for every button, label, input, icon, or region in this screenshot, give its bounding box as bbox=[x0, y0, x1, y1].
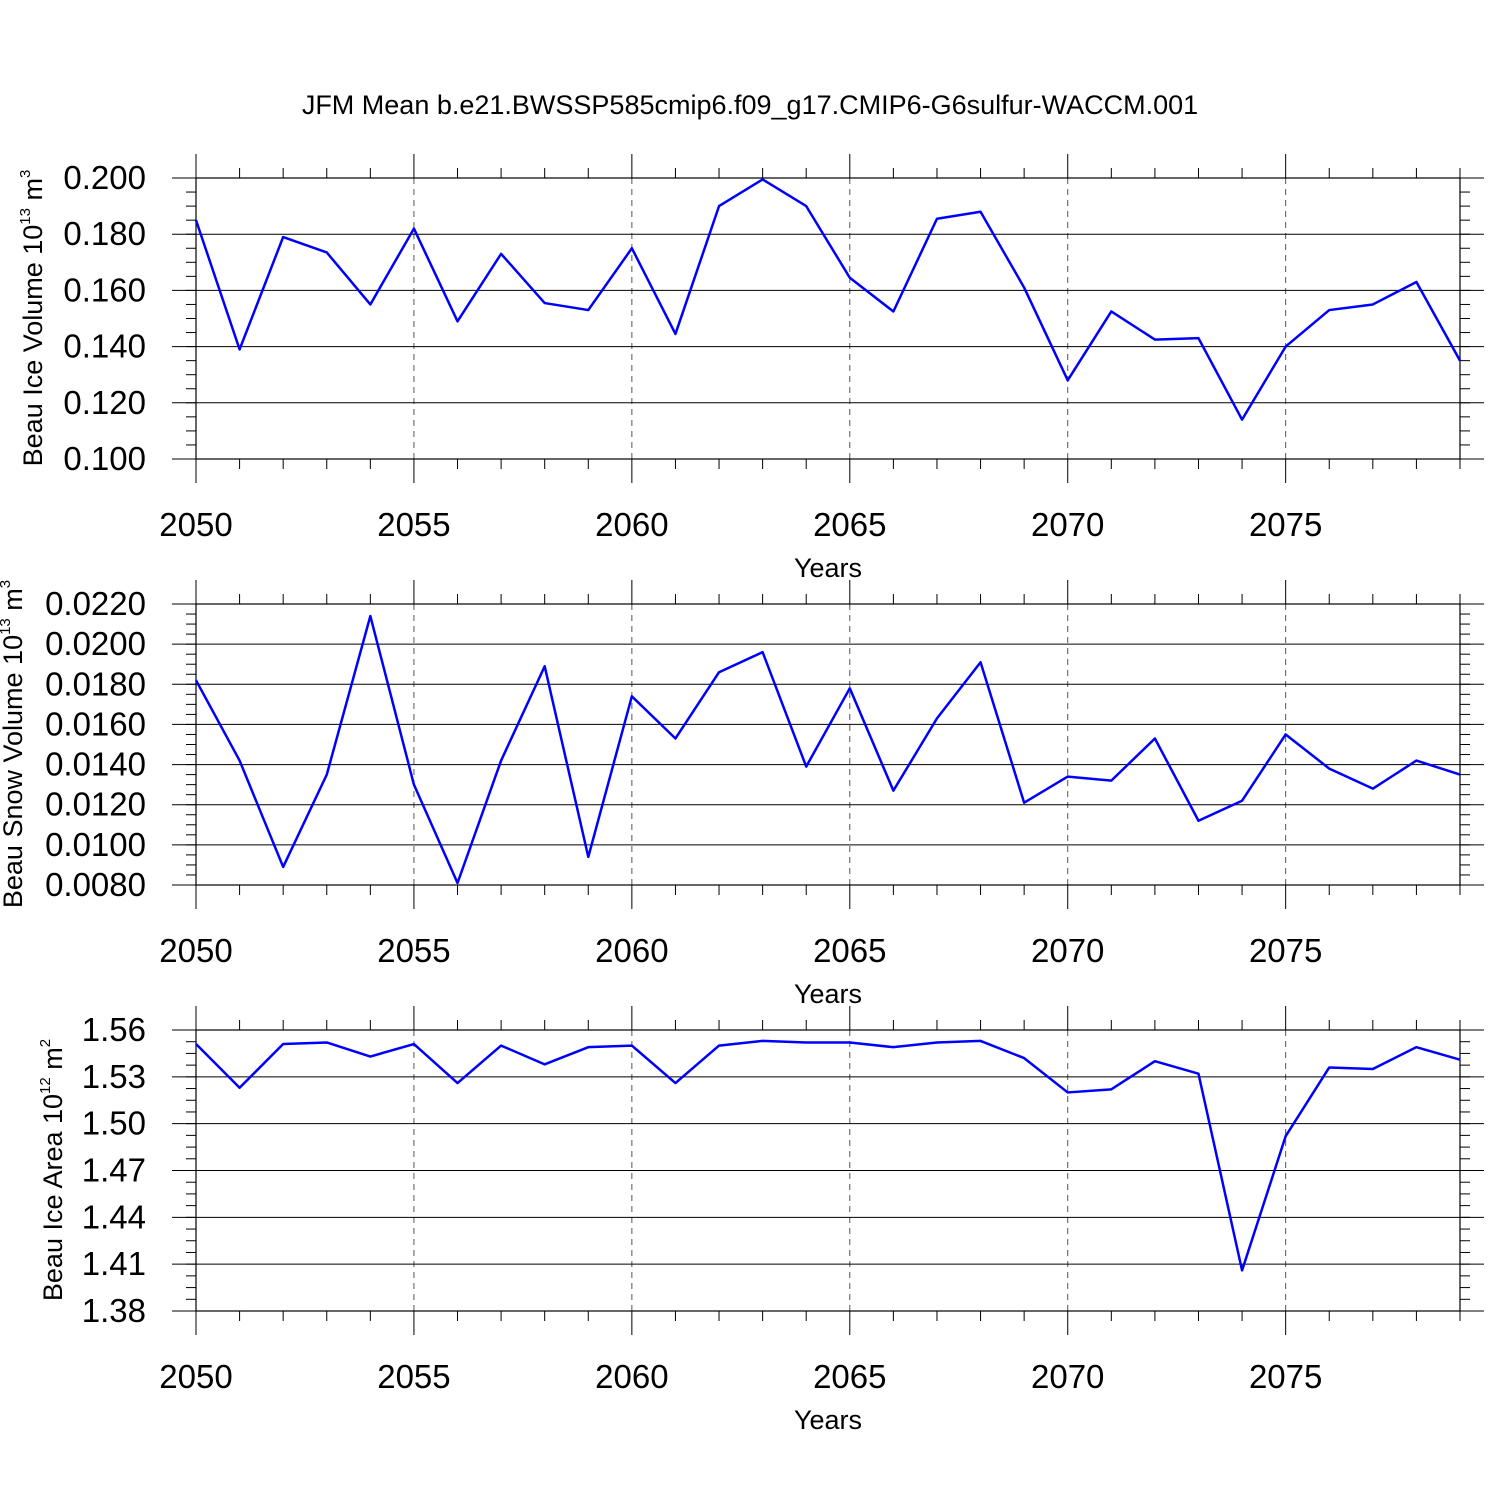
y-tick-label: 1.38 bbox=[82, 1292, 146, 1329]
y-tick-label: 0.160 bbox=[63, 271, 146, 308]
x-tick-label: 2075 bbox=[1249, 932, 1322, 969]
y-tick-label: 0.0100 bbox=[45, 826, 146, 863]
x-tick-label: 2050 bbox=[159, 932, 232, 969]
y-axis-label-part: m bbox=[0, 588, 28, 618]
series-line bbox=[194, 178, 1462, 421]
y-axis-label: Beau Snow Volume 1013 m3 bbox=[0, 580, 28, 908]
x-tick-label: 2050 bbox=[159, 1358, 232, 1395]
plot-frame bbox=[195, 1029, 1461, 1312]
y-tick-label: 1.44 bbox=[82, 1198, 146, 1235]
x-tick-label: 2075 bbox=[1249, 1358, 1322, 1395]
y-axis-label-superscript: 3 bbox=[0, 580, 14, 588]
y-axis-label-superscript: 3 bbox=[17, 170, 34, 178]
x-tick-label: 2070 bbox=[1031, 932, 1104, 969]
y-tick-label: 1.41 bbox=[82, 1245, 146, 1282]
y-tick-label: 1.47 bbox=[82, 1152, 146, 1189]
x-tick-label: 2060 bbox=[595, 506, 668, 543]
x-tick-label: 2055 bbox=[377, 506, 450, 543]
y-tick-label: 0.0180 bbox=[45, 665, 146, 702]
y-axis-label: Beau Ice Area 1012 m2 bbox=[37, 1039, 68, 1301]
panel-1: 0.100 0.120 0.140 0.160 0.180 0.200 2050 2055 20… bbox=[17, 154, 1484, 583]
x-tick-label: 2060 bbox=[595, 1358, 668, 1395]
y-axis-label: Beau Ice Volume 1013 m3 bbox=[17, 170, 48, 467]
x-tick-label: 2075 bbox=[1249, 506, 1322, 543]
y-tick-label: 0.140 bbox=[63, 328, 146, 365]
x-tick-label: 2070 bbox=[1031, 506, 1104, 543]
y-tick-label: 0.0120 bbox=[45, 786, 146, 823]
panel-3: 1.38 1.41 1.44 1.47 1.50 1.53 1.56 2050 2055 2060… bbox=[37, 1006, 1484, 1435]
y-axis-label-superscript: 12 bbox=[37, 1077, 54, 1094]
y-axis-label-superscript: 13 bbox=[17, 208, 34, 225]
x-tick-label: 2065 bbox=[813, 932, 886, 969]
y-axis-label-superscript: 2 bbox=[37, 1039, 54, 1047]
x-tick-label: 2065 bbox=[813, 1358, 886, 1395]
y-tick-label: 0.0160 bbox=[45, 705, 146, 742]
x-axis-label: Years bbox=[794, 1405, 862, 1435]
y-tick-label: 1.50 bbox=[82, 1105, 146, 1142]
y-tick-label: 0.200 bbox=[63, 159, 146, 196]
x-tick-label: 2055 bbox=[377, 1358, 450, 1395]
y-tick-label: 0.0200 bbox=[45, 625, 146, 662]
x-tick-label: 2055 bbox=[377, 932, 450, 969]
x-tick-label: 2060 bbox=[595, 932, 668, 969]
y-tick-label: 0.120 bbox=[63, 384, 146, 421]
y-axis-label-part: Beau Ice Volume 10 bbox=[18, 225, 48, 467]
x-tick-label: 2070 bbox=[1031, 1358, 1104, 1395]
x-tick-label: 2065 bbox=[813, 506, 886, 543]
plot-frame bbox=[195, 177, 1461, 460]
y-tick-label: 0.0080 bbox=[45, 866, 146, 903]
y-tick-label: 0.0140 bbox=[45, 746, 146, 783]
y-tick-label: 1.56 bbox=[82, 1011, 146, 1048]
y-tick-label: 1.53 bbox=[82, 1058, 146, 1095]
x-tick-label: 2050 bbox=[159, 506, 232, 543]
y-axis-label-part: Beau Snow Volume 10 bbox=[0, 635, 28, 908]
x-axis-label: Years bbox=[794, 553, 862, 583]
y-tick-label: 0.100 bbox=[63, 440, 146, 477]
panel-2: 0.00800.01000.01200.01400.01600.01800.02… bbox=[0, 580, 1484, 1009]
y-tick-label: 0.180 bbox=[63, 215, 146, 252]
y-axis-label-part: m bbox=[38, 1047, 68, 1077]
y-axis-label-part: m bbox=[18, 178, 48, 208]
plot-frame bbox=[195, 603, 1461, 886]
y-axis-label-superscript: 13 bbox=[0, 618, 14, 635]
y-axis-label-part: Beau Ice Area 10 bbox=[38, 1094, 68, 1301]
series-line bbox=[195, 1039, 1461, 1272]
series-line bbox=[194, 614, 1461, 885]
x-axis-label: Years bbox=[794, 979, 862, 1009]
y-tick-label: 0.0220 bbox=[45, 585, 146, 622]
chart-title: JFM Mean b.e21.BWSSP585cmip6.f09_g17.CMI… bbox=[302, 90, 1198, 120]
